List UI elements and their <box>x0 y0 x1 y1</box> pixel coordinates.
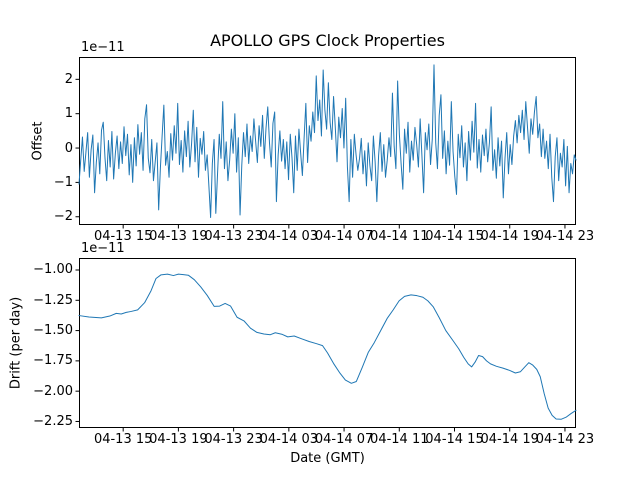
y-tick-label: −1.25 <box>33 292 73 308</box>
x-tick-label: 04-14 07 <box>314 432 374 447</box>
x-tick-label: 04-14 03 <box>259 229 319 244</box>
y-axis-offset-multiplier-bottom: 1e−11 <box>81 241 125 256</box>
y-tick-label: 0 <box>64 140 73 156</box>
x-tick-label: 04-13 19 <box>149 229 208 244</box>
x-tick-label: 04-13 19 <box>149 432 208 447</box>
x-tick-label: 04-14 19 <box>480 229 539 244</box>
x-tick-label: 04-14 11 <box>370 432 429 447</box>
x-tick-label: 04-14 15 <box>425 432 484 447</box>
y-axis-offset-multiplier-top: 1e−11 <box>81 40 125 55</box>
y-axis-label-drift: Drift (per day) <box>8 296 24 390</box>
drift-plot-area <box>75 258 577 432</box>
y-tick-label: −1.00 <box>33 262 73 278</box>
y-tick-label: −1.75 <box>33 353 73 369</box>
x-tick-label: 04-13 15 <box>93 229 153 244</box>
x-tick-label: 04-14 07 <box>314 229 374 244</box>
y-tick-label: −2 <box>53 209 73 225</box>
x-tick-label: 04-14 11 <box>370 229 429 244</box>
x-tick-label: 04-14 23 <box>535 432 595 447</box>
x-tick-label: 04-13 23 <box>204 432 263 447</box>
x-tick-label: 04-13 15 <box>93 432 153 447</box>
x-tick-label: 04-14 03 <box>259 432 319 447</box>
y-tick-label: 2 <box>64 71 73 87</box>
x-tick-label: 04-13 23 <box>204 229 263 244</box>
y-tick-label: −1 <box>53 174 73 190</box>
y-tick-label: −1.50 <box>33 323 73 339</box>
offset-plot-area <box>75 57 577 229</box>
y-tick-label: −2.00 <box>33 383 73 399</box>
chart-title: APOLLO GPS Clock Properties <box>210 31 445 50</box>
y-tick-label: 1 <box>64 106 73 122</box>
x-tick-label: 04-14 19 <box>480 432 539 447</box>
x-tick-label: 04-14 15 <box>425 229 484 244</box>
y-tick-label: −2.25 <box>33 413 73 429</box>
x-tick-label: 04-14 23 <box>535 229 595 244</box>
x-axis-label: Date (GMT) <box>290 451 365 466</box>
